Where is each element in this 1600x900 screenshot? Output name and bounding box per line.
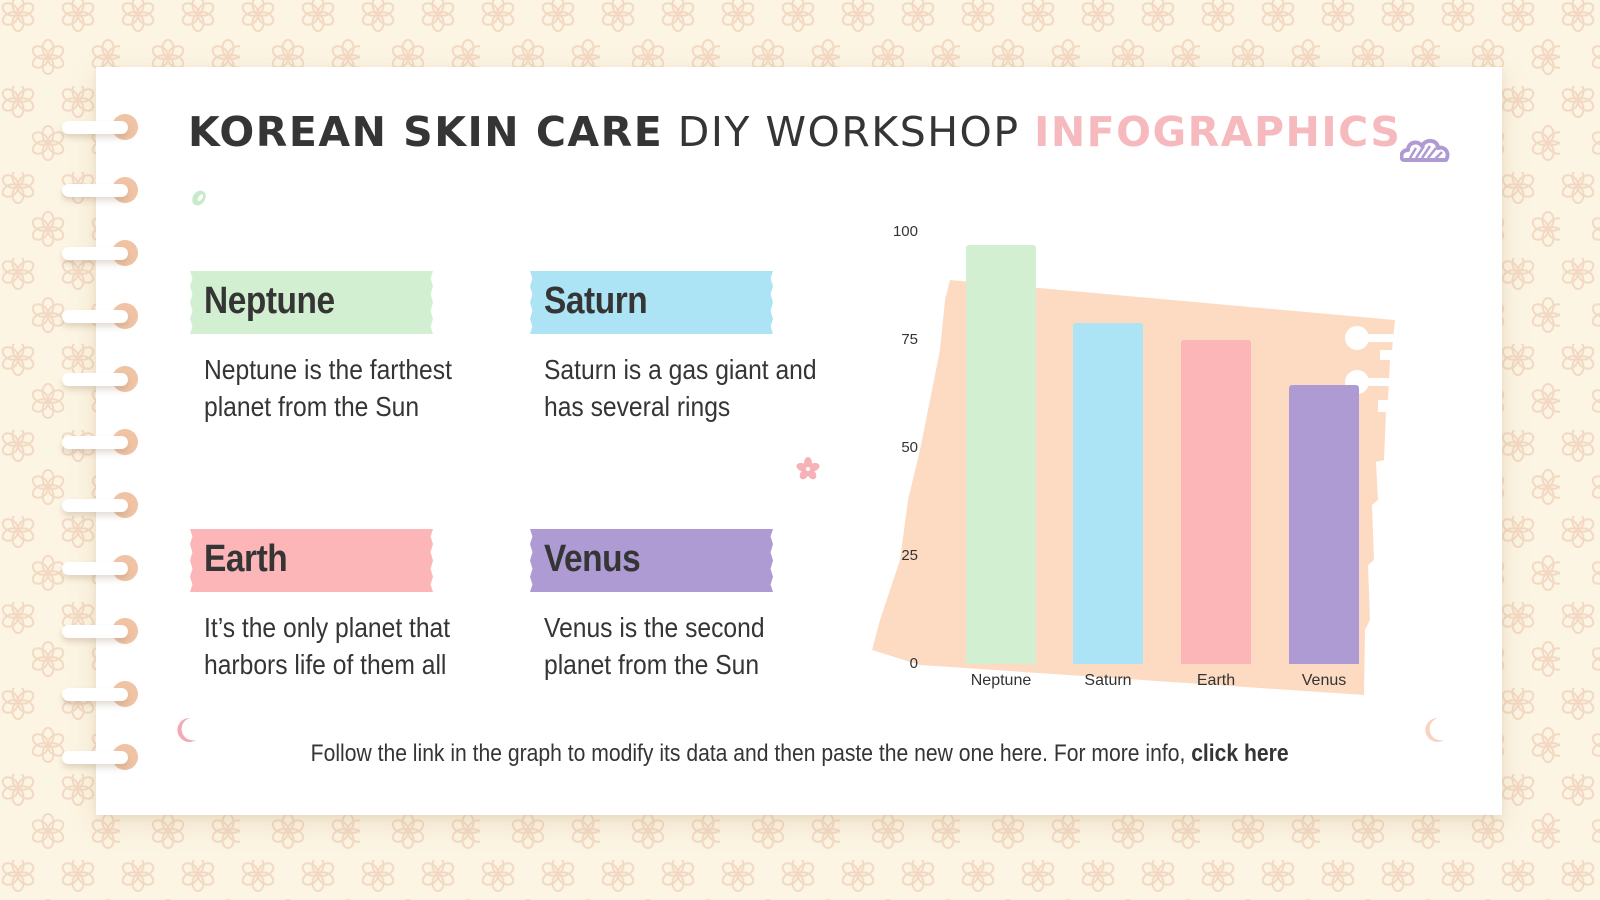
bar-chart[interactable]: 100 75 50 25 0 Neptune Saturn Earth Venu… — [860, 200, 1420, 710]
bar-earth[interactable] — [1181, 340, 1251, 664]
description-line: It’s the only planet that — [204, 612, 451, 643]
description-line: Neptune is the farthest — [204, 354, 452, 385]
planet-name: Neptune — [204, 280, 335, 322]
spiral-ring — [62, 303, 138, 331]
tag-earth — [190, 529, 433, 592]
y-tick-label: 100 — [892, 223, 918, 240]
x-tick-label: Earth — [1196, 672, 1236, 689]
description-line: planet from the Sun — [544, 649, 760, 680]
planet-description: It’s the only planet that harbors life o… — [204, 609, 486, 683]
planet-name: Venus — [544, 538, 641, 580]
leaf-icon — [192, 190, 206, 206]
spiral-ring — [62, 177, 138, 205]
title-part-accent: INFOGRAPHICS — [1034, 108, 1402, 156]
moon-icon — [1425, 717, 1444, 742]
spiral-ring — [62, 492, 138, 520]
spiral-ring — [62, 618, 138, 646]
planet-description: Saturn is a gas giant and has several ri… — [544, 351, 826, 425]
moon-icon — [177, 717, 196, 742]
x-tick-label: Saturn — [1084, 672, 1132, 689]
description-line: Venus is the second — [544, 612, 765, 643]
planet-name: Saturn — [544, 280, 648, 322]
planet-description: Venus is the second planet from the Sun — [544, 609, 826, 683]
bar-venus[interactable] — [1289, 385, 1359, 664]
spiral-ring — [62, 555, 138, 583]
flower-icon — [796, 457, 820, 480]
spiral-ring — [62, 429, 138, 457]
bar-neptune[interactable] — [966, 245, 1036, 664]
spiral-ring — [62, 366, 138, 394]
y-tick-label: 25 — [901, 547, 918, 564]
spiral-ring — [62, 744, 138, 772]
description-line: has several rings — [544, 391, 731, 422]
description-line: planet from the Sun — [204, 391, 420, 422]
click-here-link[interactable]: click here — [1191, 740, 1289, 767]
x-tick-label: Neptune — [970, 672, 1032, 689]
x-tick-label: Venus — [1301, 672, 1347, 689]
footer-note: Follow the link in the graph to modify i… — [0, 740, 1600, 768]
page-title: KOREAN SKIN CARE DIY WORKSHOP INFOGRAPHI… — [188, 108, 1401, 156]
spiral-ring — [62, 681, 138, 709]
y-tick-label: 0 — [909, 655, 918, 672]
planet-description: Neptune is the farthest planet from the … — [204, 351, 486, 425]
description-line: Saturn is a gas giant and — [544, 354, 817, 385]
spiral-ring — [62, 240, 138, 268]
title-part-bold: KOREAN SKIN CARE — [188, 108, 664, 156]
y-tick-label: 50 — [901, 439, 918, 456]
bar-saturn[interactable] — [1073, 323, 1143, 664]
description-line: harbors life of them all — [204, 649, 447, 680]
y-tick-label: 75 — [901, 331, 918, 348]
tag-saturn — [530, 271, 773, 334]
cloud-icon — [1400, 139, 1450, 162]
tag-neptune — [190, 271, 433, 334]
tag-venus — [530, 529, 773, 592]
footer-text: Follow the link in the graph to modify i… — [311, 740, 1192, 767]
title-part-light: DIY WORKSHOP — [663, 108, 1035, 156]
planet-name: Earth — [204, 538, 288, 580]
spiral-ring — [62, 114, 138, 142]
